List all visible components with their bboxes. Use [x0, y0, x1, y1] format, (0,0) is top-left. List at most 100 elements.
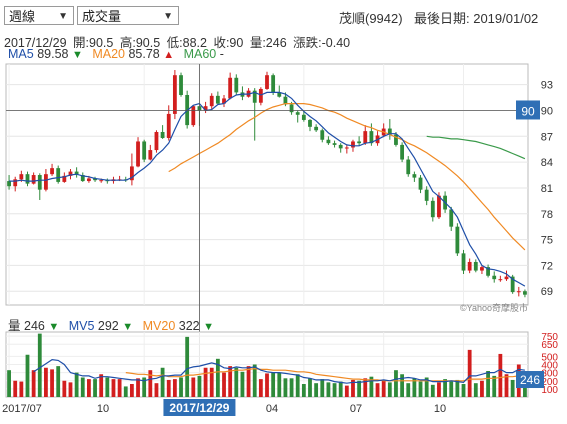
candle-body: [62, 175, 67, 182]
candle-body: [148, 150, 153, 160]
volume-bar: [215, 358, 220, 397]
candle-body: [400, 144, 405, 160]
volume-bar: [449, 381, 454, 397]
price-tick-label: 93: [541, 80, 553, 92]
x-tick-label: 10: [97, 403, 109, 415]
down-triangle-icon: ▼: [122, 321, 134, 333]
vol-label: 量: [8, 319, 21, 333]
volume-bar: [240, 371, 245, 397]
price-tick-label: 78: [541, 209, 553, 221]
candle-body: [289, 104, 294, 113]
volume-bar: [394, 370, 398, 397]
crosshair-date-badge: [163, 399, 236, 416]
price-tick-label: 72: [541, 260, 553, 272]
candle-body: [37, 175, 42, 190]
candle-body: [160, 131, 165, 139]
volume-bar: [234, 367, 239, 397]
candle-body: [240, 92, 245, 97]
volume-bar: [400, 374, 405, 397]
volume-bar: [271, 372, 276, 397]
volume-tick-label: 500: [541, 352, 558, 363]
ma20-label: MA20: [92, 47, 125, 61]
candle-body: [437, 195, 441, 218]
volume-bar: [486, 371, 490, 397]
candle-body: [93, 178, 97, 181]
info-close: 收:90: [213, 36, 244, 50]
candle-body: [492, 275, 497, 280]
stock-name: 茂順(9942): [339, 11, 403, 26]
indicator-select-value: 成交量: [82, 9, 122, 24]
volume-bar: [222, 372, 226, 397]
candle-body: [129, 166, 134, 181]
volume-bar: [179, 377, 183, 397]
volume-bar: [123, 386, 128, 397]
period-select[interactable]: 週線 ▼: [4, 6, 74, 25]
price-panel: 69 72 75 78 81 84 87 90 93 90: [5, 63, 553, 397]
candle-body: [351, 141, 355, 148]
price-tick-label: 90: [541, 105, 553, 117]
candle-body: [185, 94, 190, 126]
x-tick-label: 2017/07: [2, 403, 42, 415]
volume-bar: [87, 379, 91, 397]
volume-bar: [387, 382, 392, 397]
candle-body: [136, 141, 140, 167]
candle-body: [387, 128, 392, 135]
candle-body: [480, 267, 484, 271]
top-bar: 週線 ▼ 成交量 ▼ 茂順(9942) 最後日期: 2019/01/02: [0, 0, 567, 30]
candle-body: [68, 171, 73, 176]
ma60-label: MA60: [183, 47, 217, 61]
crosshair-volume-badge: [516, 371, 544, 389]
candle-body: [154, 131, 159, 151]
candle-body: [308, 119, 312, 127]
volume-bar: [25, 354, 30, 397]
candle-body: [166, 113, 171, 139]
volume-bar: [443, 379, 447, 397]
price-panel-frame: [5, 63, 529, 306]
volume-bar: [381, 380, 386, 397]
candle-body: [142, 141, 147, 160]
down-triangle-icon: ▼: [48, 321, 60, 333]
candle-body: [215, 95, 220, 104]
watermark: ©Yahoo奇摩股市: [460, 302, 528, 313]
ma-legend: MA5 89.58 ▼ MA20 85.78 ▲ MA60 -: [8, 47, 224, 61]
volume-tick-label: 100: [541, 385, 558, 396]
mv5-line: [33, 358, 525, 384]
volume-bar: [154, 383, 159, 397]
candle-body: [510, 276, 515, 293]
mv5-value: 292: [97, 319, 119, 333]
x-tick-label: 10: [434, 403, 446, 415]
volume-bar: [480, 380, 484, 397]
candle-body: [461, 253, 466, 271]
mv20-line: [125, 367, 525, 382]
candle-body: [25, 174, 30, 184]
info-high: 高:90.5: [119, 36, 161, 50]
volume-bar: [467, 349, 472, 397]
volume-panel-frame: [5, 331, 529, 398]
volume-bar: [455, 379, 460, 397]
indicator-select[interactable]: 成交量 ▼: [77, 6, 179, 25]
crosshair-price-label: 90: [521, 104, 535, 118]
candle-body: [357, 141, 362, 144]
volume-bar: [332, 383, 337, 397]
candle-body: [283, 96, 288, 105]
volume-bar: [56, 366, 61, 397]
candle-body: [74, 171, 79, 176]
volume-bar: [160, 367, 165, 397]
candle-body: [430, 200, 435, 218]
candle-body: [209, 95, 214, 107]
volume-bar: [7, 370, 11, 397]
volume-bar: [197, 375, 202, 397]
info-open: 開:90.5: [73, 36, 114, 50]
info-change: 漲跌:-0.40: [293, 36, 351, 50]
candle-body: [50, 168, 54, 175]
volume-bar: [308, 378, 312, 397]
volume-bar: [338, 381, 343, 397]
volume-bar: [492, 375, 497, 397]
volume-bar: [166, 379, 171, 397]
volume-bar: [136, 378, 140, 397]
volume-bar: [326, 382, 331, 397]
volume-bar: [13, 380, 18, 397]
volume-bar: [50, 369, 54, 397]
volume-bar: [252, 364, 257, 397]
